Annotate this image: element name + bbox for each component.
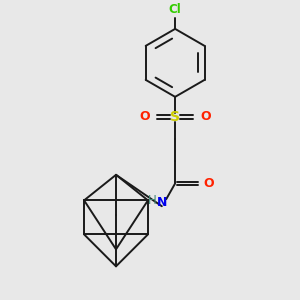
Text: H: H xyxy=(148,194,157,207)
Text: Cl: Cl xyxy=(169,4,182,16)
Text: O: O xyxy=(203,177,214,190)
Text: O: O xyxy=(139,110,150,124)
Text: N: N xyxy=(157,196,168,209)
Text: S: S xyxy=(170,110,180,124)
Text: O: O xyxy=(200,110,211,124)
